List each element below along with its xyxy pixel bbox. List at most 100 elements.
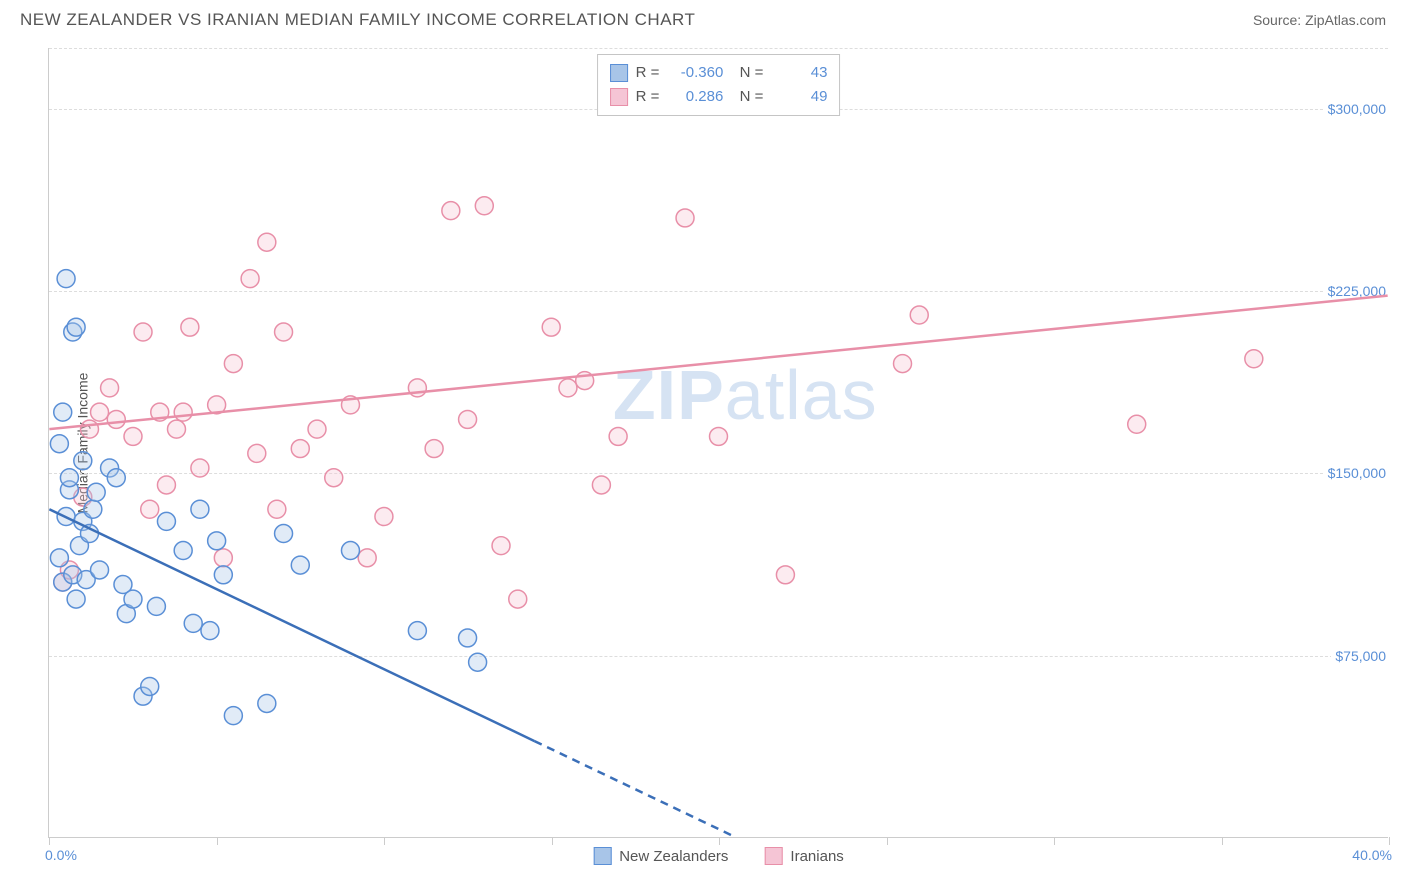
data-point bbox=[141, 500, 159, 518]
data-point bbox=[214, 566, 232, 584]
data-point bbox=[492, 537, 510, 555]
data-point bbox=[542, 318, 560, 336]
x-tick bbox=[1054, 837, 1055, 845]
data-point bbox=[910, 306, 928, 324]
legend: New Zealanders Iranians bbox=[593, 847, 844, 865]
data-point bbox=[241, 270, 259, 288]
x-tick bbox=[887, 837, 888, 845]
data-point bbox=[84, 500, 102, 518]
data-point bbox=[101, 379, 119, 397]
swatch-nz-icon bbox=[593, 847, 611, 865]
trend-line bbox=[49, 509, 534, 741]
data-point bbox=[91, 561, 109, 579]
scatter-chart: Median Family Income ZIPatlas R = -0.360… bbox=[48, 48, 1388, 838]
swatch-ir-icon bbox=[610, 88, 628, 106]
data-point bbox=[157, 512, 175, 530]
x-axis-max-label: 40.0% bbox=[1352, 847, 1392, 863]
data-point bbox=[57, 270, 75, 288]
data-point bbox=[358, 549, 376, 567]
data-point bbox=[408, 622, 426, 640]
x-axis-min-label: 0.0% bbox=[45, 847, 77, 863]
trend-line bbox=[49, 296, 1387, 430]
correlation-stats-box: R = -0.360 N = 43 R = 0.286 N = 49 bbox=[597, 54, 841, 116]
stats-row-ir: R = 0.286 N = 49 bbox=[610, 85, 828, 109]
data-point bbox=[894, 355, 912, 373]
data-point bbox=[81, 420, 99, 438]
data-point bbox=[201, 622, 219, 640]
data-point bbox=[425, 440, 443, 458]
chart-title: NEW ZEALANDER VS IRANIAN MEDIAN FAMILY I… bbox=[20, 10, 695, 30]
data-point bbox=[459, 629, 477, 647]
data-point bbox=[141, 677, 159, 695]
data-point bbox=[308, 420, 326, 438]
data-point bbox=[54, 403, 72, 421]
data-point bbox=[181, 318, 199, 336]
data-point bbox=[157, 476, 175, 494]
x-tick bbox=[384, 837, 385, 845]
data-point bbox=[74, 452, 92, 470]
plot-area: ZIPatlas R = -0.360 N = 43 R = 0.286 N =… bbox=[48, 48, 1388, 838]
data-point bbox=[291, 440, 309, 458]
data-point bbox=[124, 590, 142, 608]
data-point bbox=[469, 653, 487, 671]
data-point bbox=[275, 525, 293, 543]
data-point bbox=[258, 233, 276, 251]
source-attribution: Source: ZipAtlas.com bbox=[1253, 12, 1386, 28]
data-point bbox=[124, 427, 142, 445]
data-point bbox=[87, 483, 105, 501]
data-point bbox=[134, 323, 152, 341]
data-point bbox=[341, 542, 359, 560]
swatch-ir-icon bbox=[764, 847, 782, 865]
data-point bbox=[258, 694, 276, 712]
data-point bbox=[224, 707, 242, 725]
data-point bbox=[107, 410, 125, 428]
data-point bbox=[184, 614, 202, 632]
stats-row-nz: R = -0.360 N = 43 bbox=[610, 61, 828, 85]
legend-item-ir: Iranians bbox=[764, 847, 843, 865]
swatch-nz-icon bbox=[610, 64, 628, 82]
legend-item-nz: New Zealanders bbox=[593, 847, 728, 865]
data-point bbox=[592, 476, 610, 494]
data-point bbox=[325, 469, 343, 487]
data-point bbox=[174, 403, 192, 421]
data-point bbox=[268, 500, 286, 518]
data-point bbox=[776, 566, 794, 584]
trend-line bbox=[534, 741, 735, 837]
data-point bbox=[609, 427, 627, 445]
x-tick bbox=[217, 837, 218, 845]
data-point bbox=[710, 427, 728, 445]
data-point bbox=[509, 590, 527, 608]
x-tick bbox=[719, 837, 720, 845]
data-point bbox=[375, 508, 393, 526]
data-point bbox=[1128, 415, 1146, 433]
data-point bbox=[224, 355, 242, 373]
data-point bbox=[559, 379, 577, 397]
x-tick bbox=[1222, 837, 1223, 845]
data-point bbox=[442, 202, 460, 220]
data-point bbox=[676, 209, 694, 227]
x-tick bbox=[1389, 837, 1390, 845]
data-point bbox=[1245, 350, 1263, 368]
data-point bbox=[191, 459, 209, 477]
data-point bbox=[291, 556, 309, 574]
data-point bbox=[91, 403, 109, 421]
data-point bbox=[107, 469, 125, 487]
data-point bbox=[248, 444, 266, 462]
data-point bbox=[275, 323, 293, 341]
data-point bbox=[67, 318, 85, 336]
data-point bbox=[214, 549, 232, 567]
data-points-svg bbox=[49, 48, 1388, 837]
data-point bbox=[67, 590, 85, 608]
data-point bbox=[50, 549, 68, 567]
data-point bbox=[208, 532, 226, 550]
data-point bbox=[147, 597, 165, 615]
data-point bbox=[191, 500, 209, 518]
data-point bbox=[459, 410, 477, 428]
data-point bbox=[167, 420, 185, 438]
data-point bbox=[174, 542, 192, 560]
data-point bbox=[475, 197, 493, 215]
data-point bbox=[60, 469, 78, 487]
data-point bbox=[50, 435, 68, 453]
x-tick bbox=[49, 837, 50, 845]
x-tick bbox=[552, 837, 553, 845]
